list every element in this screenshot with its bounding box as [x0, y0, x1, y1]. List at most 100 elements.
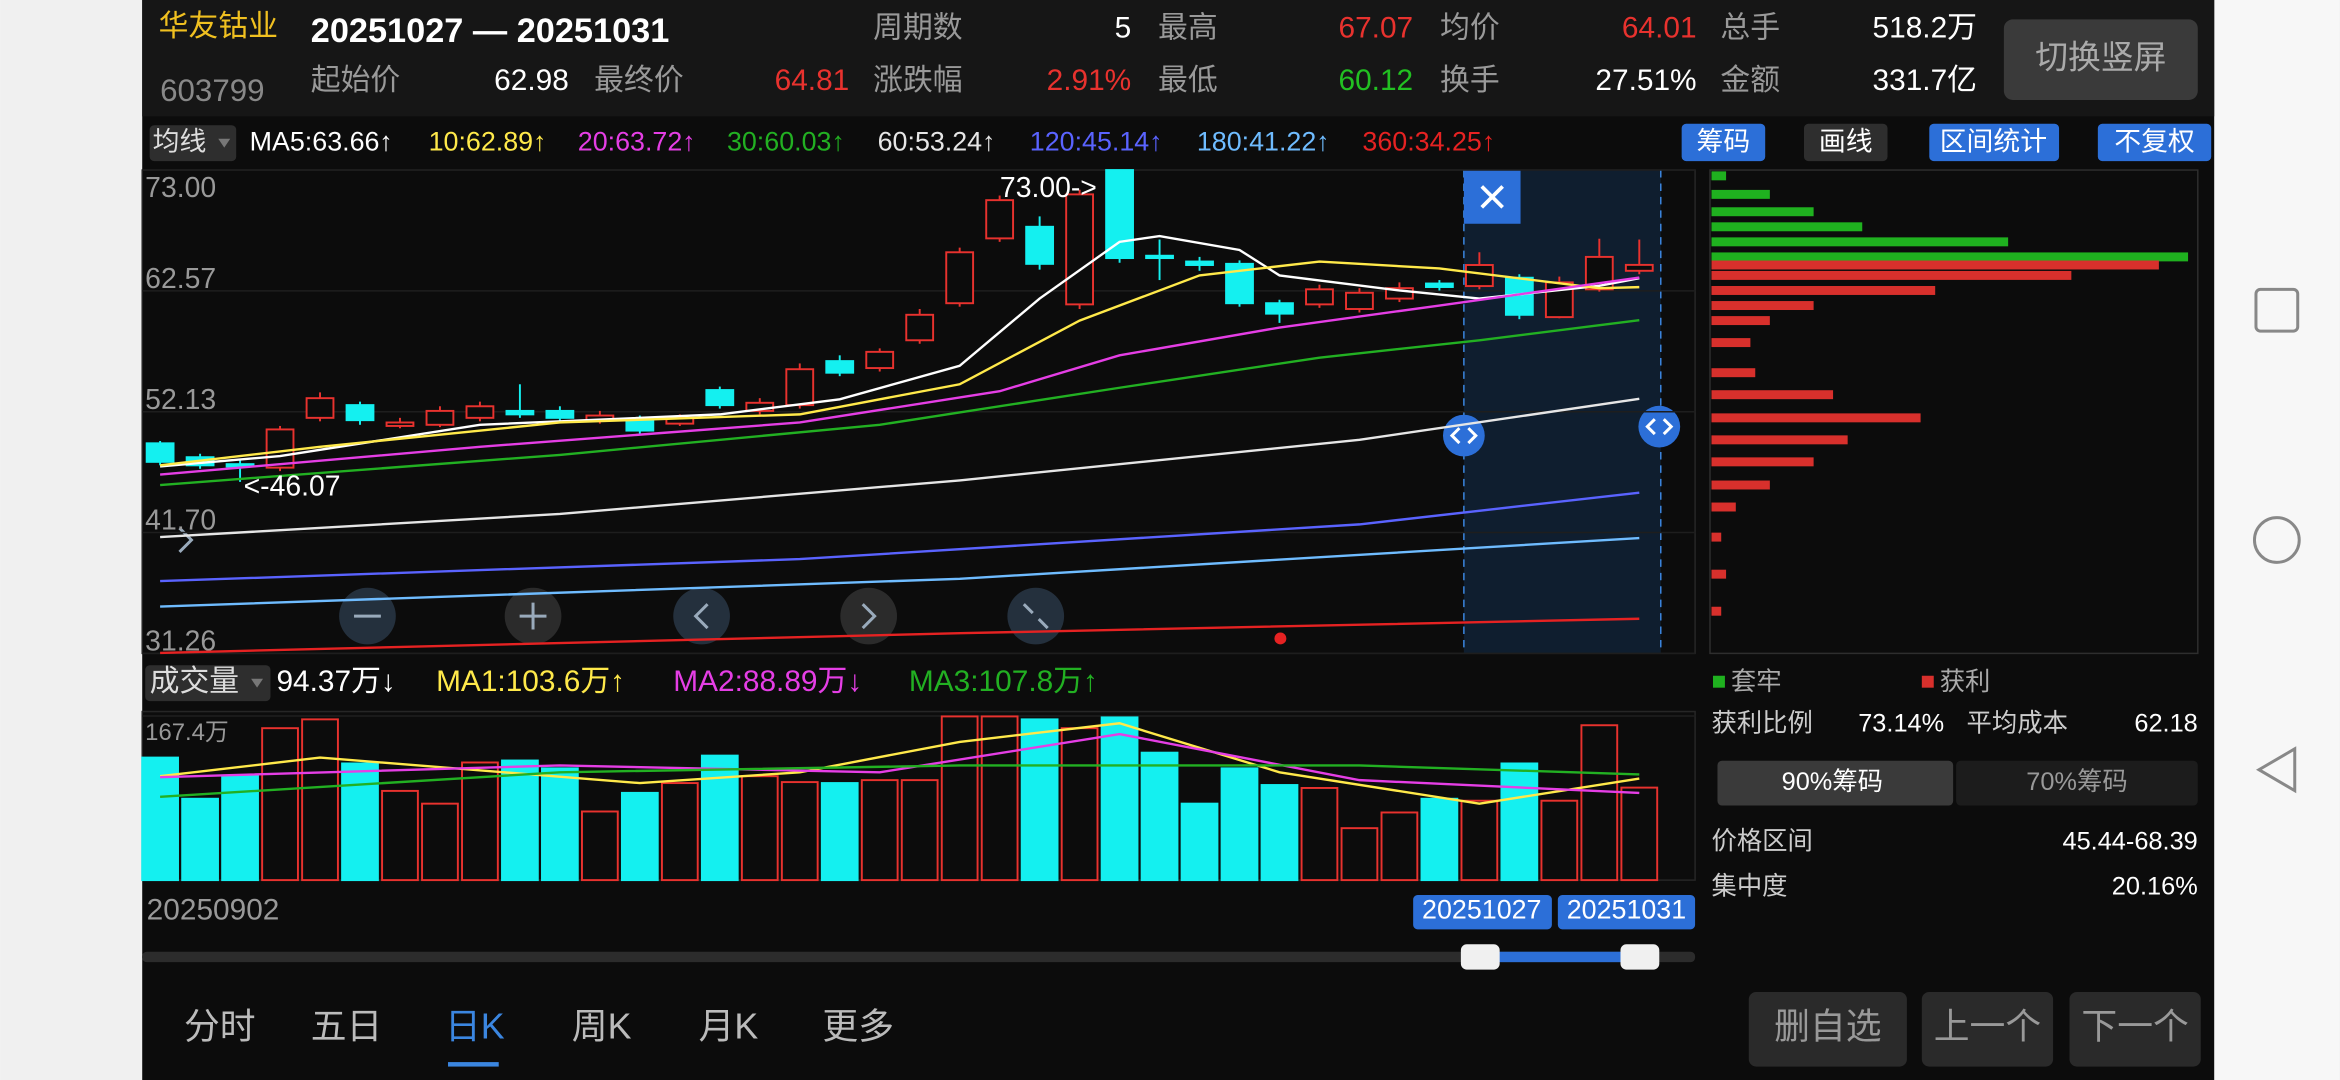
info-value: 45.44-68.39 [2062, 828, 2197, 856]
tab-selected[interactable] [1717, 760, 1954, 806]
button-label: 区间统计 [1940, 126, 2047, 156]
volume-bar [1260, 784, 1299, 882]
ma-line [160, 764, 1640, 798]
button-label: 上一个 [1934, 1007, 2041, 1047]
volume-bar [261, 727, 299, 882]
stats-button[interactable] [1929, 123, 2060, 162]
reset[interactable] [1007, 587, 1065, 645]
candle-body [145, 442, 175, 463]
dropdown-icon [218, 138, 231, 148]
y-tick-label: 52.13 [145, 384, 216, 416]
volume-bar [301, 718, 339, 882]
stat-value: 331.7亿 [1873, 64, 1977, 97]
drag-handle[interactable] [1442, 414, 1485, 457]
legend-entry: 180:41.22↑ [1197, 126, 1330, 156]
button-label: 删自选 [1774, 1007, 1881, 1047]
candle-body [465, 405, 495, 419]
bottom-tab[interactable]: 更多 [822, 1007, 894, 1047]
candle-body [985, 199, 1015, 240]
button[interactable] [2069, 991, 2201, 1067]
candle-body [945, 251, 975, 305]
candle-body [865, 350, 895, 370]
stat-value: 62.98 [494, 64, 569, 97]
volume-bar [1340, 827, 1379, 882]
chip-bar [1711, 390, 1834, 400]
legend-entry: MA3:107.8万↑ [909, 665, 1098, 698]
ma-selector[interactable] [149, 125, 237, 162]
chart-tools [339, 587, 1065, 645]
volume-bar [980, 715, 1019, 882]
chip-button[interactable] [1681, 123, 1766, 162]
button[interactable] [1921, 991, 2054, 1067]
nav-recent[interactable] [2254, 287, 2300, 333]
legend-entry: MA1:103.6万↑ [436, 665, 625, 698]
legend-entry: MA5:63.66↑ [250, 126, 393, 156]
volume-bar [1220, 767, 1259, 882]
nav-home[interactable] [2252, 516, 2301, 564]
tool-icons [178, 527, 1049, 630]
volume-bar [1020, 718, 1059, 882]
bottom-tab[interactable]: 五日 [311, 1007, 383, 1047]
candle-body [425, 409, 455, 426]
volume-bar [1140, 751, 1179, 882]
volume-bar [461, 761, 499, 882]
nav-back[interactable] [2255, 746, 2297, 794]
candle-body [1025, 225, 1055, 265]
volume-bar [580, 810, 619, 882]
stock-code: 603799 [160, 73, 265, 108]
bottom-tab[interactable]: 日K [445, 1007, 505, 1047]
candle-body [1385, 287, 1414, 300]
button-label: 下一个 [2081, 1007, 2188, 1047]
close-icon [1480, 185, 1504, 209]
scroll-handle[interactable] [1460, 944, 1500, 970]
ma-line [160, 276, 1640, 476]
chip-frame [1709, 169, 2199, 655]
rotate-button[interactable] [2003, 19, 2198, 100]
app [142, 0, 2215, 1080]
ma-line [159, 260, 1640, 467]
chip-bar [1711, 260, 2159, 270]
button[interactable] [1748, 991, 1907, 1067]
selector-label: 均线 [153, 126, 207, 156]
tab[interactable] [1956, 760, 2198, 806]
volume-bar [421, 802, 459, 882]
volume-bar [1500, 762, 1539, 882]
info-value: 73.14% [1858, 710, 1944, 738]
drag-handle[interactable] [1638, 405, 1681, 448]
annotation: 73.00-> [1000, 172, 1097, 204]
candle-body [1345, 291, 1374, 310]
button-label: 不复权 [2114, 126, 2195, 156]
volume-bar [700, 754, 739, 882]
stat-label: 金额 [1720, 64, 1780, 97]
stat-label: 总手 [1720, 12, 1780, 45]
candle-body [1425, 282, 1454, 288]
scroll-handle[interactable] [1620, 944, 1660, 970]
tab-label: 90%筹码 [1782, 768, 1883, 796]
legend-entry: 套牢 [1731, 668, 1782, 696]
bottom-tab[interactable]: 分时 [184, 1007, 256, 1047]
move-left[interactable] [673, 587, 730, 645]
legend-entry: 120:45.14↑ [1030, 126, 1163, 156]
bottom-tab[interactable]: 周K [572, 1007, 632, 1047]
draw-button[interactable] [1803, 123, 1888, 162]
adjust-button[interactable] [2097, 123, 2212, 162]
stat-label: 起始价 [311, 64, 400, 97]
dropdown-icon [251, 678, 264, 688]
volume-selector[interactable] [145, 665, 271, 702]
candle-body [825, 360, 855, 374]
stat-label: 涨跌幅 [873, 64, 962, 97]
legend-entry: 60:53.24↑ [878, 126, 996, 156]
move-right[interactable] [840, 587, 898, 645]
info-value: 20.16% [2112, 872, 2198, 900]
volume-bar [820, 782, 859, 882]
volume-bar [501, 759, 539, 882]
volume-bar [1580, 724, 1619, 882]
candle-body [265, 428, 295, 469]
bottom-tab[interactable]: 月K [699, 1007, 759, 1047]
stat-label: 换手 [1440, 64, 1500, 97]
candle-body [785, 368, 815, 407]
ma-line [160, 397, 1640, 539]
chip-bar [1711, 480, 1770, 490]
date-label: 20251027 [1422, 895, 1541, 925]
candle-body [705, 389, 735, 407]
